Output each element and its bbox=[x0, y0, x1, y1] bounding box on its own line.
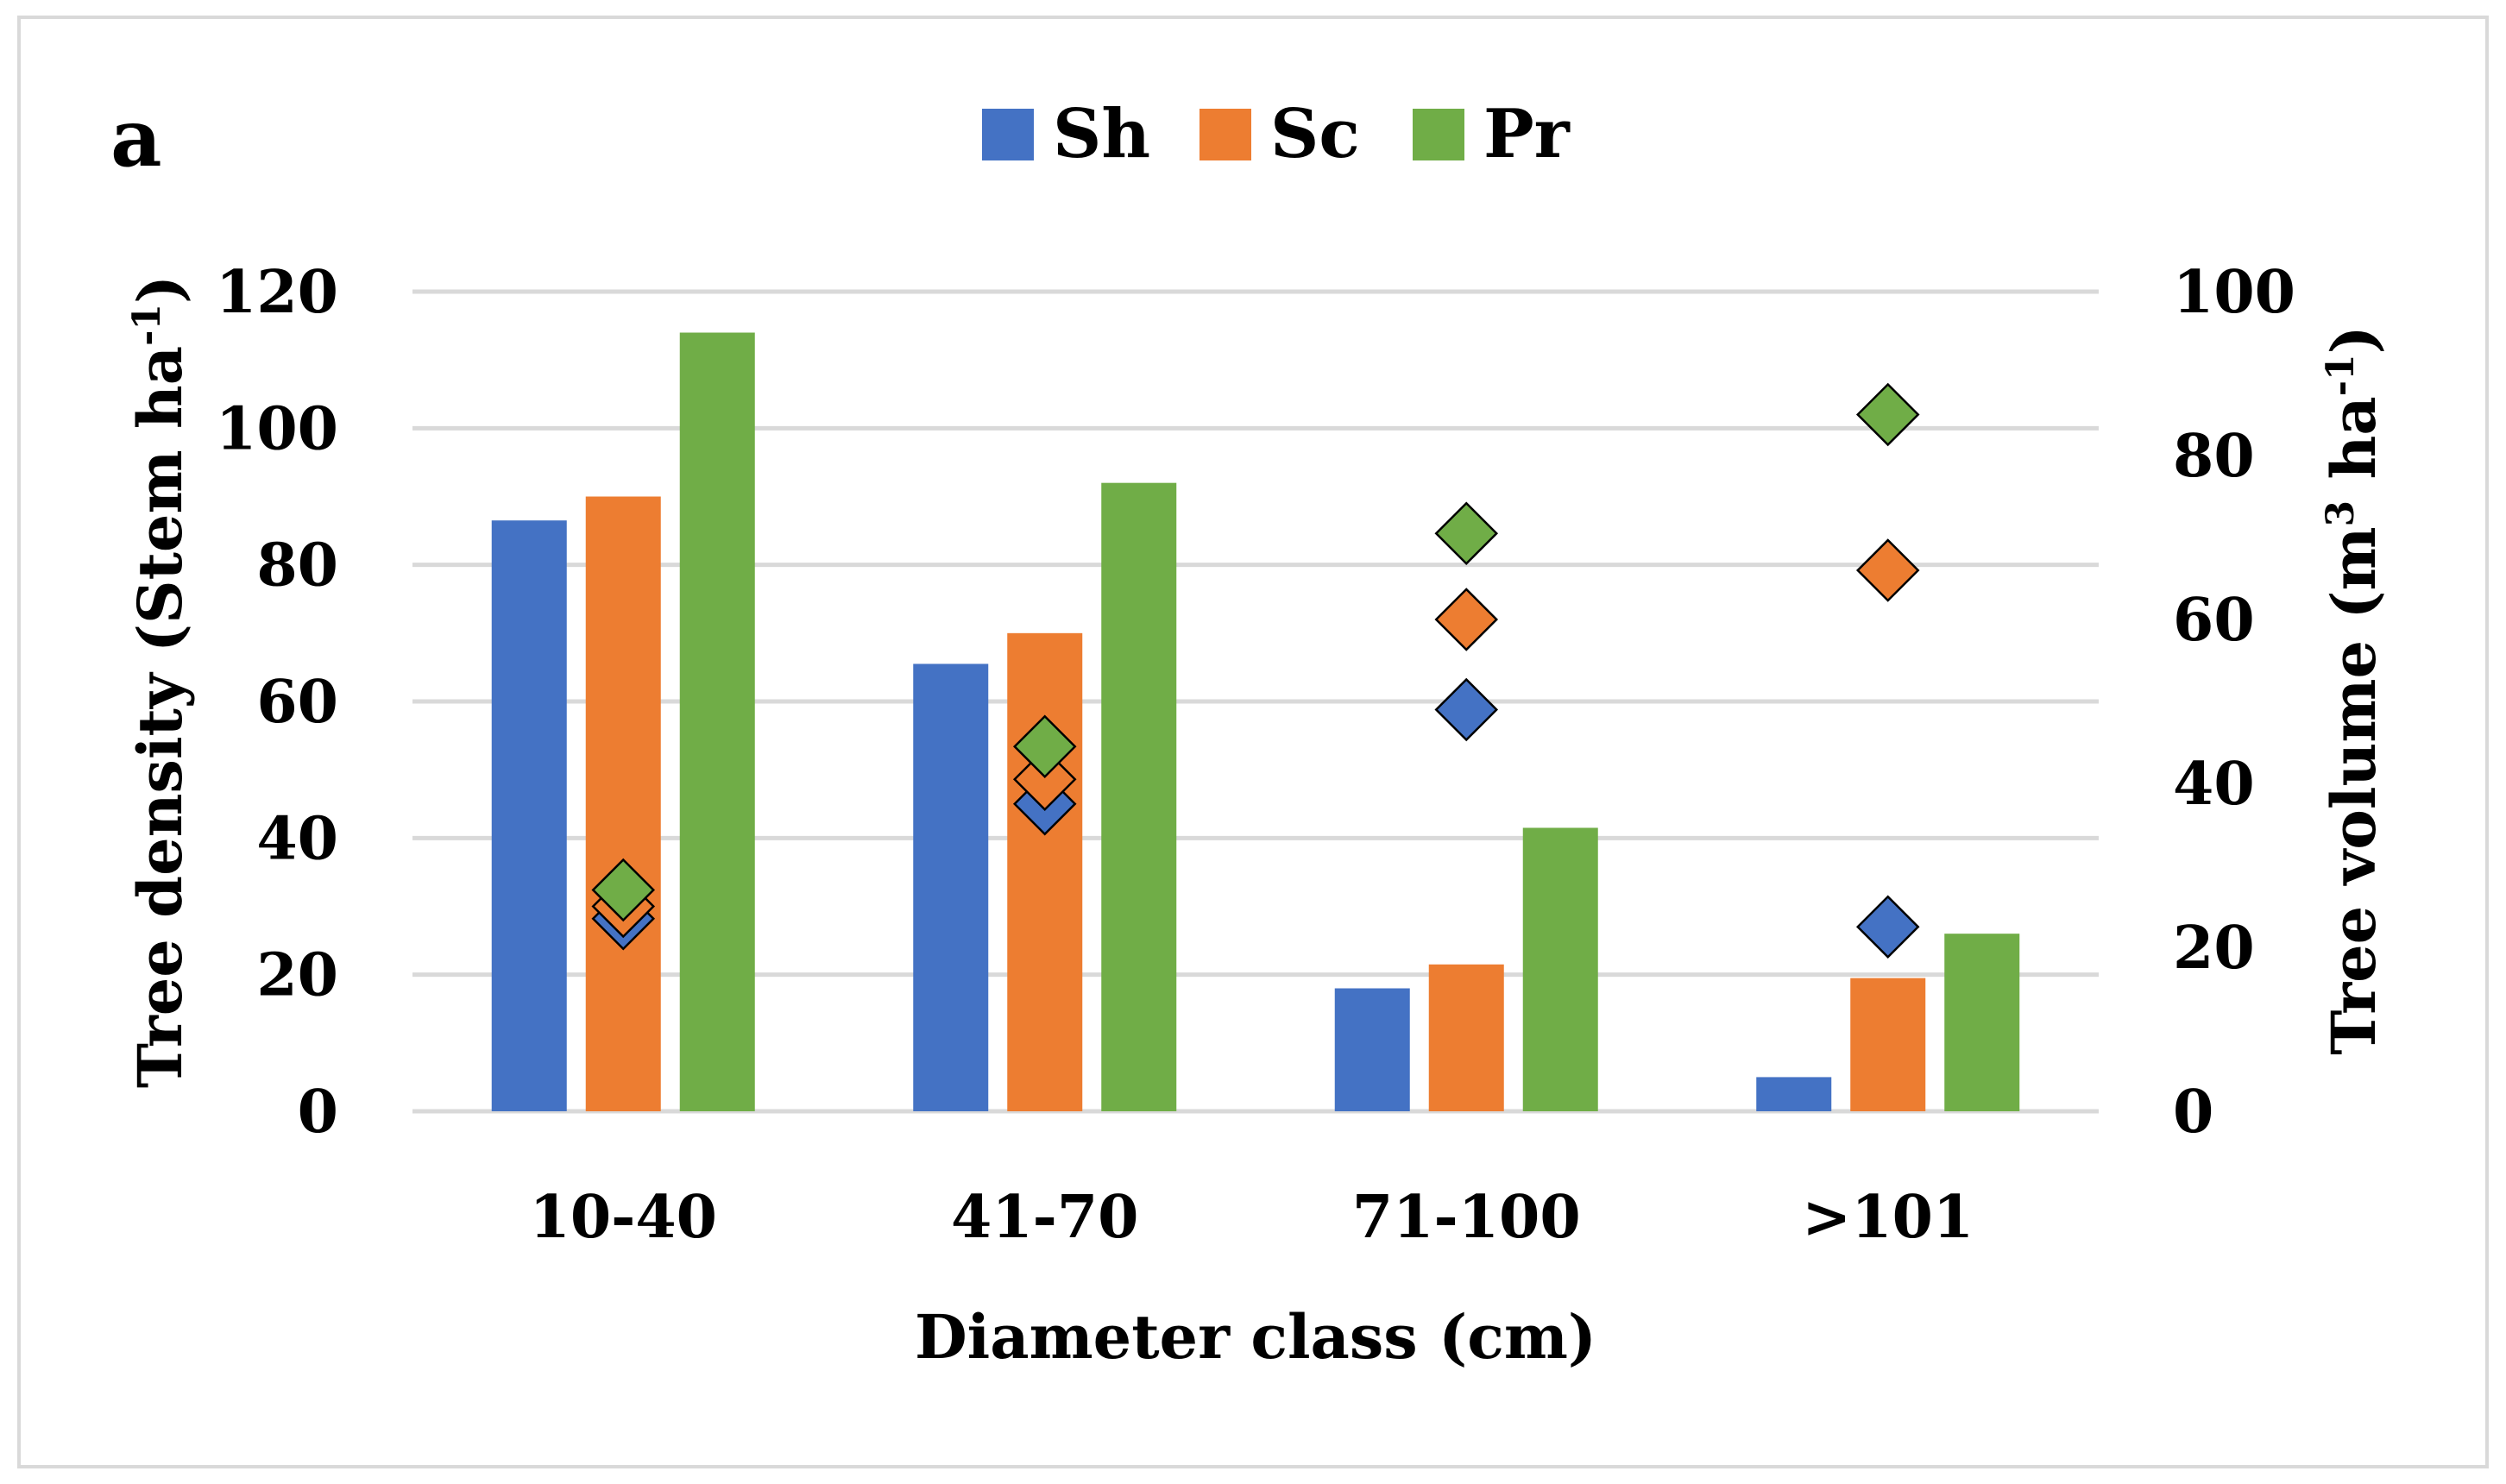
y-axis-title: Tree density (Stem ha-1) bbox=[124, 275, 196, 1088]
x-axis-title: Diameter class (cm) bbox=[915, 1301, 1596, 1373]
y2-tick-label: 20 bbox=[2173, 914, 2255, 983]
x-tick-label: 41-70 bbox=[951, 1183, 1138, 1252]
bar-sc-3 bbox=[1428, 964, 1504, 1111]
marker-pr-2 bbox=[1012, 714, 1077, 779]
y2-axis-title-mid: ha bbox=[2318, 396, 2390, 500]
legend-swatch-sc bbox=[1199, 109, 1251, 160]
y-tick-label: 100 bbox=[216, 394, 338, 463]
y-tick-label: 40 bbox=[256, 804, 338, 873]
legend-label-sc: Sc bbox=[1270, 95, 1360, 173]
y2-axis-title-sup2: -1 bbox=[2319, 354, 2363, 396]
y2-axis-title-main: Tree volume (m bbox=[2318, 526, 2390, 1054]
y2-tick-label: 0 bbox=[2173, 1078, 2213, 1147]
legend-swatch-sh bbox=[982, 109, 1034, 160]
x-tick-label: 71-100 bbox=[1352, 1183, 1581, 1252]
y2-axis-title: Tree volume (m3 ha-1) bbox=[2318, 325, 2390, 1055]
marker-sc-2 bbox=[1012, 747, 1077, 812]
y2-axis-title-end: ) bbox=[2318, 325, 2390, 354]
y-tick-label: 120 bbox=[216, 258, 338, 327]
marker-pr-4 bbox=[1855, 382, 1920, 447]
y-axis-title-end: ) bbox=[124, 275, 196, 304]
legend-label-sh: Sh bbox=[1053, 95, 1150, 173]
y2-tick-label: 60 bbox=[2173, 586, 2255, 655]
x-tick-label: >101 bbox=[1802, 1183, 1974, 1252]
bar-sh-3 bbox=[1334, 988, 1410, 1111]
y-axis-ticks: 0 20 40 60 80 100 120 bbox=[216, 258, 338, 1147]
y-tick-label: 0 bbox=[298, 1078, 338, 1147]
bar-sc-1 bbox=[585, 496, 661, 1111]
legend-swatch-pr bbox=[1413, 109, 1464, 160]
marker-sh-3 bbox=[1434, 677, 1499, 742]
y-axis-title-sup: -1 bbox=[125, 304, 169, 346]
x-axis-ticks: 10-40 41-70 71-100 >101 bbox=[530, 1183, 1974, 1252]
bar-sc-2 bbox=[1007, 632, 1083, 1111]
marker-sc-3 bbox=[1434, 588, 1499, 651]
marker-pr-1 bbox=[591, 858, 656, 922]
bar-sh-1 bbox=[491, 520, 567, 1111]
bar-pr-4 bbox=[1944, 934, 2020, 1111]
bars bbox=[491, 332, 2020, 1111]
marker-pr-3 bbox=[1434, 501, 1499, 566]
bar-sh-4 bbox=[1756, 1077, 1832, 1111]
bar-sc-4 bbox=[1850, 978, 1926, 1111]
y2-axis-title-sup1: 3 bbox=[2319, 500, 2363, 527]
bar-sh-2 bbox=[913, 663, 989, 1111]
y2-tick-label: 40 bbox=[2173, 750, 2255, 819]
y2-axis-ticks: 0 20 40 60 80 100 bbox=[2173, 258, 2295, 1147]
y2-tick-label: 100 bbox=[2173, 258, 2295, 327]
y-axis-title-main: Tree density (Stem ha bbox=[124, 346, 196, 1088]
chart-frame bbox=[17, 16, 2489, 1468]
bar-pr-3 bbox=[1522, 827, 1598, 1111]
bar-pr-2 bbox=[1101, 482, 1177, 1111]
marker-sc-4 bbox=[1855, 538, 1920, 602]
volume-markers bbox=[591, 382, 1920, 959]
y-tick-label: 20 bbox=[256, 941, 338, 1010]
marker-sh-4 bbox=[1855, 895, 1920, 959]
y-tick-label: 80 bbox=[256, 531, 338, 601]
bar-pr-1 bbox=[679, 332, 755, 1111]
panel-label: a bbox=[110, 91, 162, 185]
legend: Sh Sc Pr bbox=[982, 95, 1571, 173]
legend-label-pr: Pr bbox=[1483, 95, 1571, 173]
y2-tick-label: 80 bbox=[2173, 422, 2255, 491]
x-tick-label: 10-40 bbox=[530, 1183, 717, 1252]
y-tick-label: 60 bbox=[256, 668, 338, 737]
